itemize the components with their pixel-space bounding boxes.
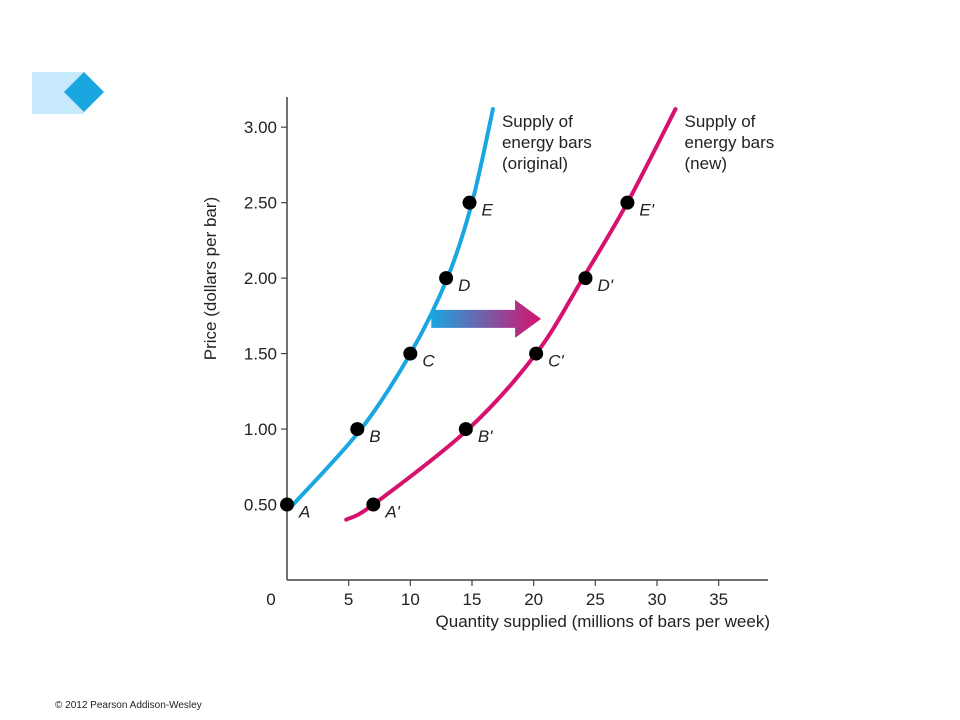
point-label: D <box>458 276 470 295</box>
chart-labels: A B C D E Supply of energy bars (original) A' B' C… <box>298 112 774 521</box>
point-bprime <box>458 422 473 437</box>
curve-label-line: Supply of <box>685 112 756 131</box>
point-c <box>403 346 418 361</box>
x-tick-label: 35 <box>709 590 728 609</box>
curve-label-original: Supply of energy bars (original) <box>502 112 592 173</box>
point-label: E <box>482 201 494 220</box>
point-label: C' <box>548 352 564 371</box>
y-tick-label: 1.50 <box>244 345 277 364</box>
copyright-text: © 2012 Pearson Addison-Wesley <box>55 700 202 711</box>
curve-label-line: (new) <box>685 154 728 173</box>
y-tick-label: 3.00 <box>244 118 277 137</box>
point-aprime <box>366 497 381 512</box>
curve-label-line: Supply of <box>502 112 573 131</box>
point-label: B' <box>478 427 493 446</box>
point-eprime <box>620 195 635 210</box>
y-tick-label: 0.50 <box>244 496 277 515</box>
x-tick-label: 0 <box>266 590 275 609</box>
supply-shift-arrow-icon <box>431 299 542 338</box>
y-tick-label: 2.00 <box>244 269 277 288</box>
x-tick-label: 25 <box>586 590 605 609</box>
point-e <box>462 195 477 210</box>
point-label: E' <box>639 201 654 220</box>
curve-label-line: (original) <box>502 154 568 173</box>
point-label: A' <box>384 503 400 522</box>
x-tick-label: 20 <box>524 590 543 609</box>
point-a <box>280 497 294 512</box>
shift-arrow <box>431 299 542 338</box>
x-axis-title: Quantity supplied (millions of bars per … <box>436 612 770 631</box>
y-tick-label: 2.50 <box>244 194 277 213</box>
data-points <box>280 195 635 512</box>
point-d <box>439 271 454 286</box>
point-b <box>350 422 365 437</box>
x-tick-label: 30 <box>648 590 667 609</box>
point-dprime <box>578 271 593 286</box>
curve-label-new: Supply of energy bars (new) <box>685 112 775 173</box>
supply-curve-original <box>291 107 495 507</box>
point-label: A <box>298 503 310 522</box>
curve-label-line: energy bars <box>502 133 592 152</box>
y-tick-label: 1.00 <box>244 420 277 439</box>
y-axis-title: Price (dollars per bar) <box>201 197 220 360</box>
axes: 0.50 1.00 1.50 2.00 2.50 3.00 0 5 10 15 20 25 30 35 Qu… <box>201 97 770 631</box>
point-label: C <box>422 352 435 371</box>
x-tick-label: 15 <box>463 590 482 609</box>
x-tick-label: 10 <box>401 590 420 609</box>
decorative-diamond-icon <box>32 72 104 114</box>
point-label: D' <box>597 276 613 295</box>
point-label: B <box>369 427 380 446</box>
x-tick-label: 5 <box>344 590 353 609</box>
curve-label-line: energy bars <box>685 133 775 152</box>
point-cprime <box>529 346 544 361</box>
